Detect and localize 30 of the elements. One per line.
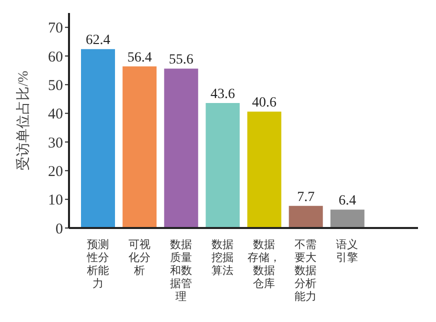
data-label: 56.4	[127, 50, 152, 66]
bar	[288, 206, 323, 228]
y-tick-label: 10	[48, 192, 63, 209]
data-label: 62.4	[86, 33, 110, 48]
y-tick-label: 40	[48, 106, 63, 123]
x-tick-label: 数据挖掘算法	[212, 239, 234, 277]
x-tick-label: 数据存储，数据仓库	[248, 239, 281, 290]
data-label: 7.7	[297, 190, 315, 205]
y-tick-label: 50	[48, 78, 63, 94]
y-tick-label: 70	[48, 20, 63, 37]
bar	[206, 103, 240, 228]
y-tick-label: 60	[48, 49, 63, 66]
data-label: 43.6	[210, 87, 235, 102]
bar	[330, 210, 364, 228]
x-tick-label: 预测性分析能力	[86, 239, 109, 290]
data-label: 6.4	[338, 194, 356, 209]
x-tick-label: 语义引擎	[336, 238, 358, 264]
y-tick-label: 20	[48, 164, 63, 180]
data-label: 40.6	[252, 96, 277, 111]
bar	[247, 112, 282, 228]
y-axis-title: 受访单位占比/%	[16, 70, 32, 170]
y-tick-label: 30	[48, 135, 63, 152]
bar	[122, 66, 157, 228]
y-tick-label: 0	[56, 221, 63, 238]
x-tick-label: 可视化分析	[128, 238, 150, 277]
bar	[164, 68, 198, 228]
x-tick-label: 数据质量和数据管理	[170, 239, 192, 303]
bar	[81, 49, 115, 228]
data-label: 55.6	[168, 52, 194, 68]
x-tick-label: 不需要大数据分析能力	[294, 239, 317, 303]
